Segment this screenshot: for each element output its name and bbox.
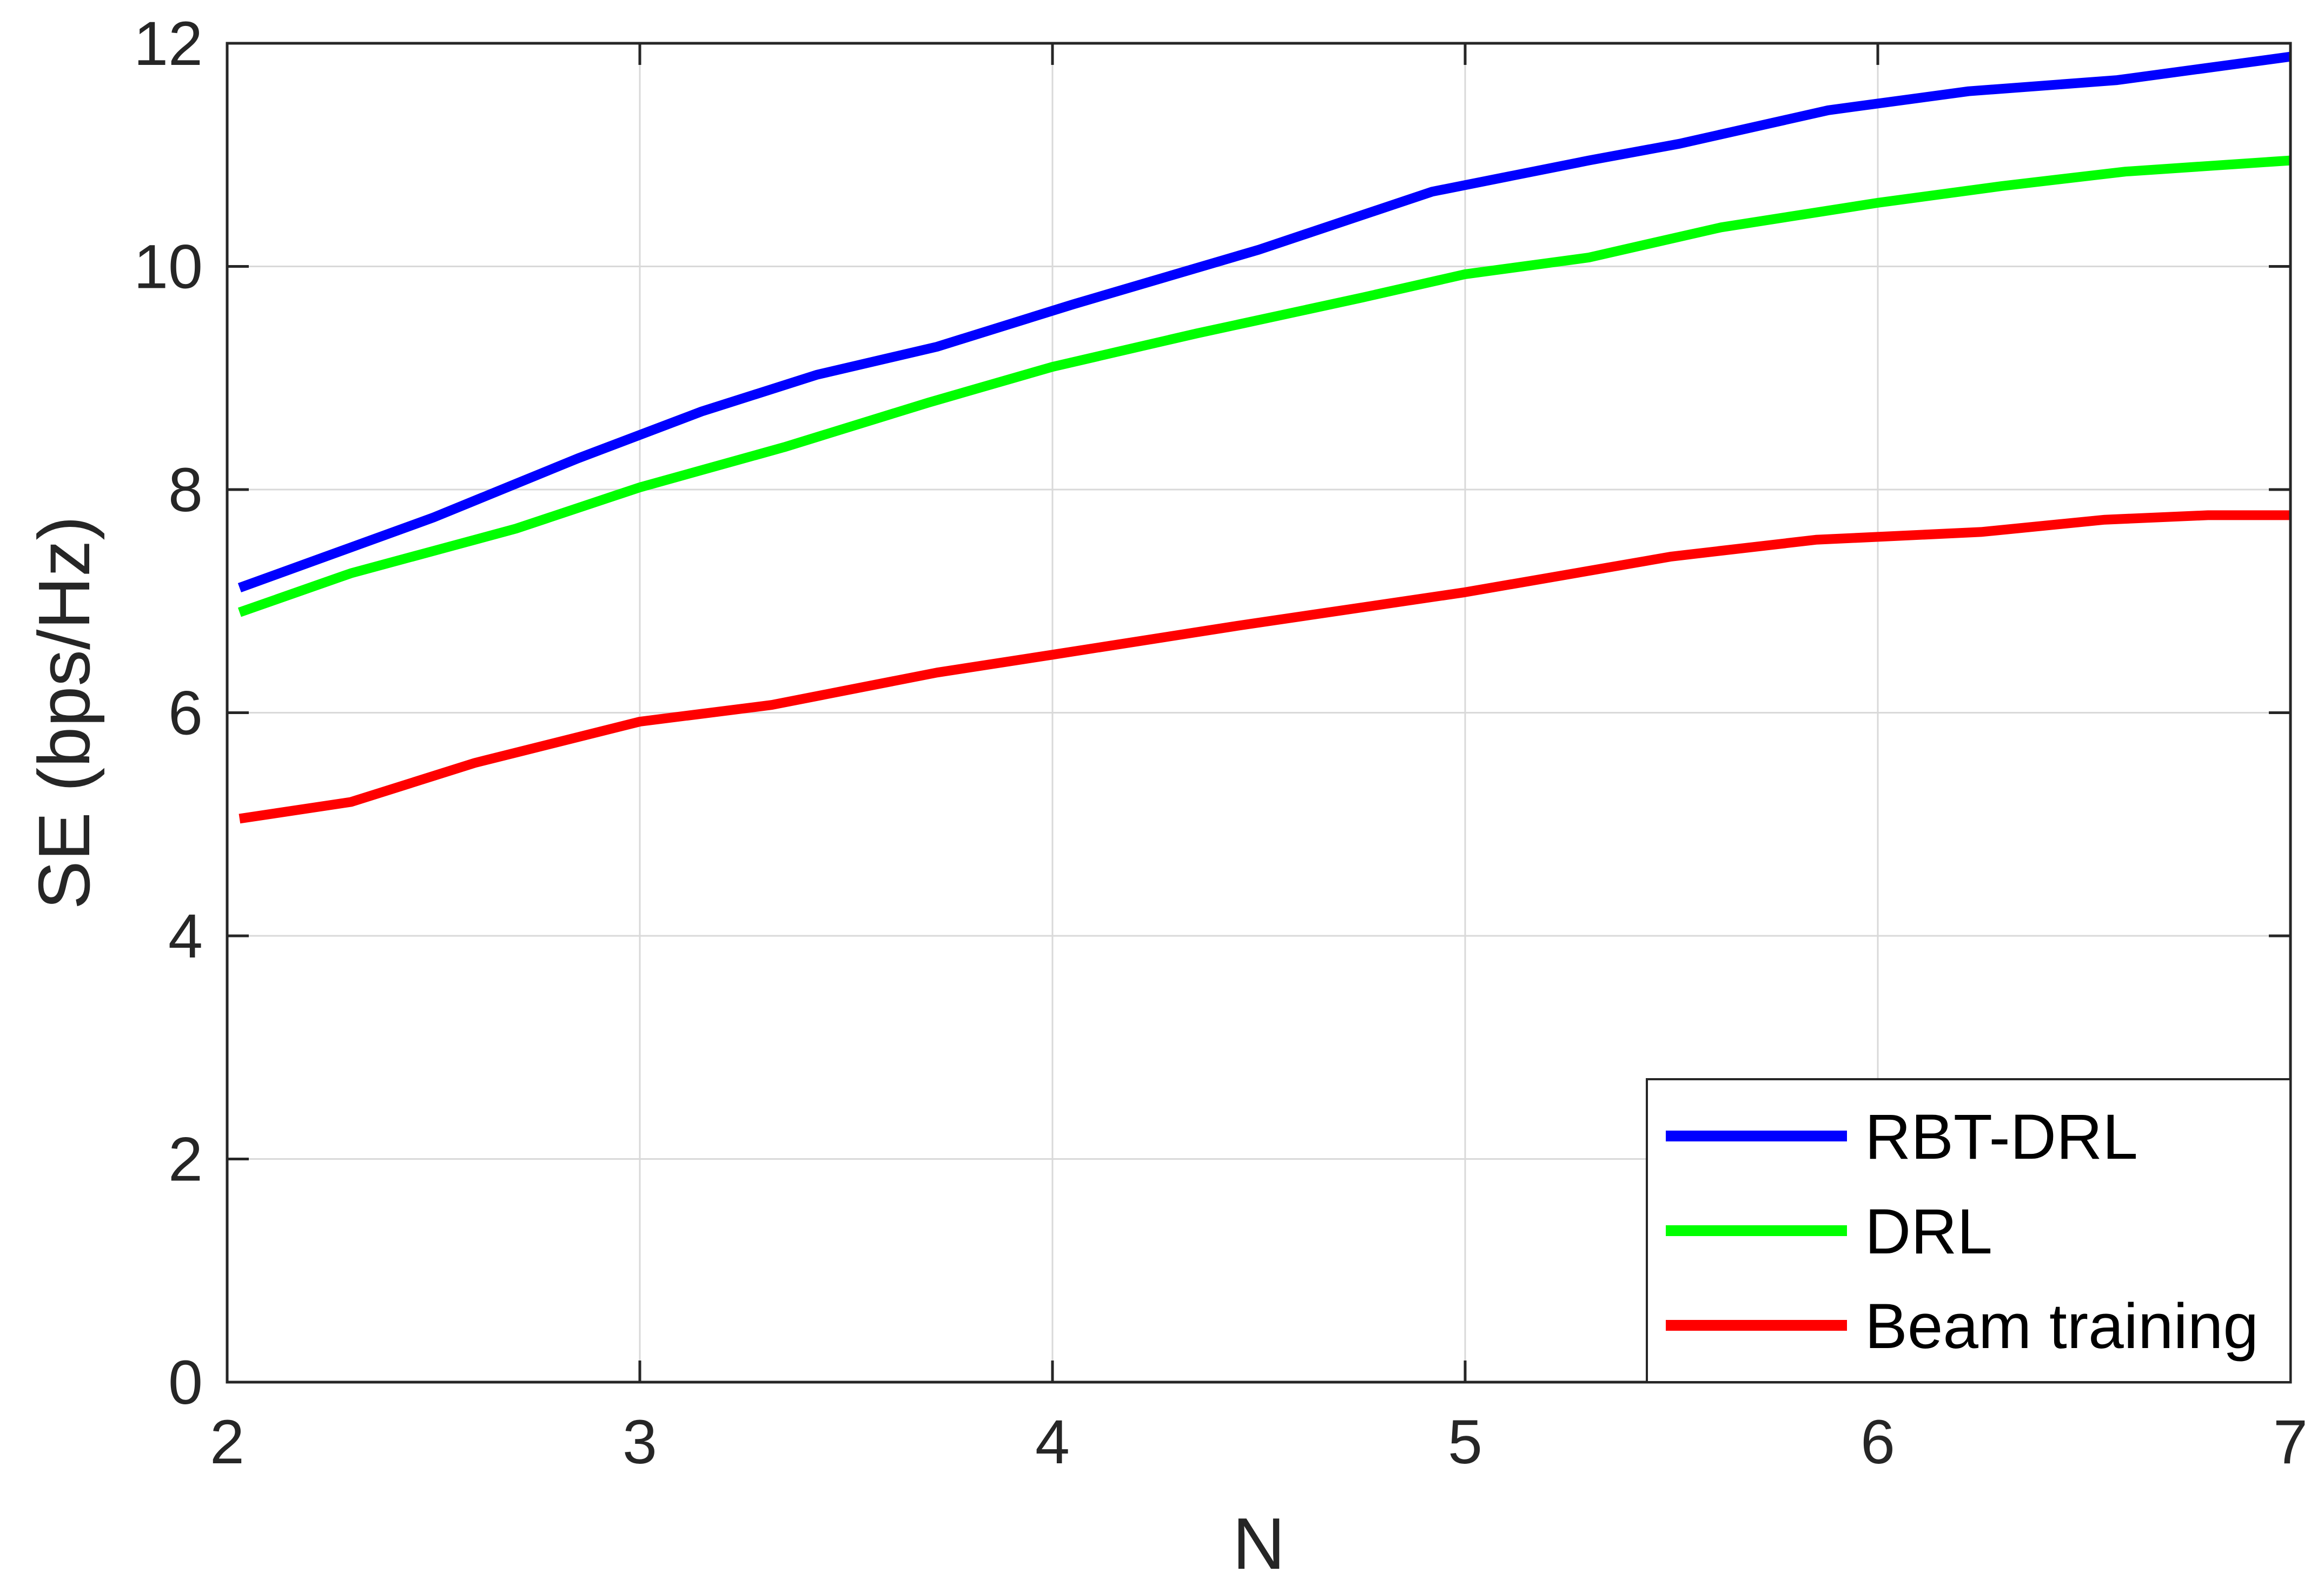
x-tick-label: 7 <box>2273 1408 2308 1477</box>
x-tick-label: 3 <box>623 1408 657 1477</box>
y-tick-label: 2 <box>168 1125 203 1194</box>
series-line-beam-training <box>239 510 2290 824</box>
x-tick-label: 2 <box>210 1408 244 1477</box>
x-axis-label: N <box>1233 1503 1286 1584</box>
series-line-rbt-drl <box>237 51 2292 592</box>
y-tick-label: 0 <box>168 1348 203 1417</box>
y-tick-label: 10 <box>134 233 203 302</box>
grid-lines <box>227 43 2290 1382</box>
x-tick-label: 6 <box>1860 1408 1895 1477</box>
x-tick-label: 5 <box>1448 1408 1482 1477</box>
y-tick-label: 12 <box>134 9 203 78</box>
series-line-drl <box>237 155 2291 617</box>
legend-label-rbt-drl: RBT-DRL <box>1865 1101 2138 1173</box>
y-tick-label: 4 <box>168 902 203 971</box>
legend-label-beam-training: Beam training <box>1865 1291 2259 1362</box>
y-axis-label: SE (bps/Hz) <box>23 516 105 910</box>
x-tick-label: 4 <box>1035 1408 1070 1477</box>
series-lines <box>237 51 2292 824</box>
y-tick-label: 6 <box>168 679 203 748</box>
y-tick-label: 8 <box>168 455 203 525</box>
legend-label-drl: DRL <box>1865 1196 1992 1267</box>
legend: RBT-DRL DRL Beam training <box>1646 1078 2292 1383</box>
